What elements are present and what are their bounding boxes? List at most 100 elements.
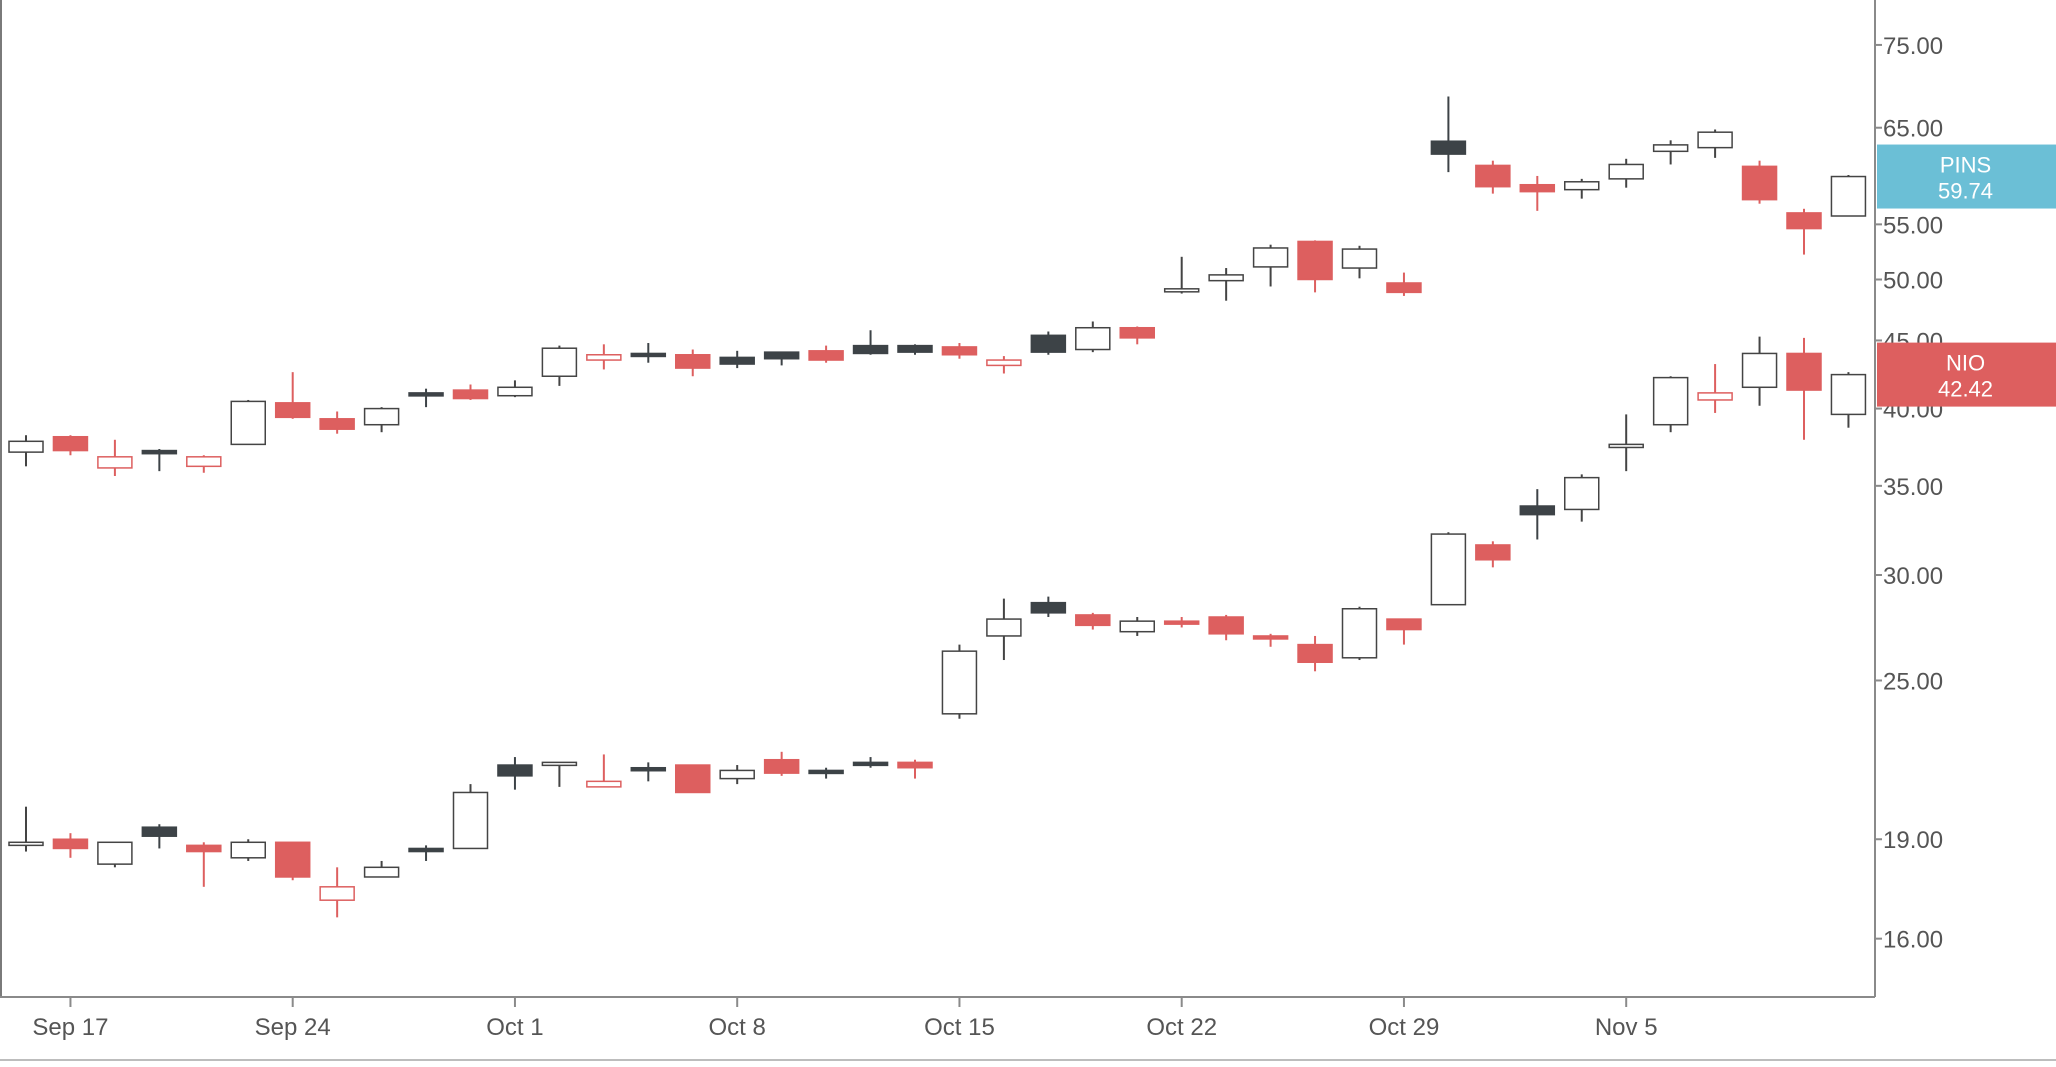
pins-candle (897, 344, 933, 355)
pins-candle (675, 349, 711, 377)
nio-candle (1119, 616, 1155, 636)
pins-candle-body (1208, 274, 1244, 282)
nio-candle (986, 598, 1022, 661)
pins-candle-body (274, 402, 311, 419)
nio-candle-body (1652, 376, 1689, 426)
pins-candle (1208, 268, 1244, 301)
nio-candle (452, 784, 489, 850)
pins-candle-body (897, 344, 933, 353)
nio-candle-body (1741, 352, 1778, 389)
x-tick-label: Oct 15 (924, 1014, 995, 1041)
nio-candle-body (630, 766, 667, 772)
nio-candle (1163, 616, 1200, 628)
nio-candle (808, 767, 844, 779)
nio-candle-body (1697, 392, 1733, 401)
nio-candle-body (852, 761, 889, 767)
pins-candle-body (719, 356, 755, 365)
nio-candle (1475, 541, 1511, 568)
nio-candle (1252, 633, 1289, 647)
pins-price-label-bg (1877, 144, 2056, 209)
pins-candle (1119, 326, 1155, 345)
nio-candle-body (141, 826, 178, 837)
pins-candle (408, 388, 444, 408)
nio-candle-body (52, 838, 89, 850)
pins-candle-body (1519, 183, 1556, 193)
nio-candle-body (186, 844, 222, 853)
pins-candle (941, 343, 978, 359)
pins-candle (186, 455, 222, 473)
pins-candle (1564, 178, 1600, 199)
pins-candle (1075, 321, 1111, 353)
nio-candle (1341, 606, 1378, 661)
pins-price-label-name: PINS (1940, 153, 1991, 178)
pins-candle-body (763, 351, 800, 360)
nio-candle-body (97, 841, 133, 865)
pins-candle-body (1341, 248, 1378, 269)
pins-candle (586, 344, 622, 370)
nio-candle-body (1297, 643, 1333, 664)
nio-candle (1652, 376, 1689, 433)
pins-candle-body (230, 400, 266, 446)
nio-candle-body (1386, 618, 1422, 631)
nio-candle-body (1830, 373, 1867, 416)
nio-candle (897, 759, 933, 779)
nio-candle-body (319, 886, 355, 901)
pins-candle-body (1297, 240, 1333, 281)
pins-candle-body (186, 456, 222, 468)
nio-candle (852, 757, 889, 768)
pins-candle (763, 351, 800, 366)
pins-candle-body (319, 418, 355, 430)
pins-candle (986, 356, 1022, 374)
nio-price-label-value: 42.42 (1938, 377, 1993, 402)
pins-candle-body (1163, 288, 1200, 293)
y-tick-label: 19.00 (1883, 827, 1943, 854)
nio-candle (763, 751, 800, 776)
y-tick-label: 75.00 (1883, 33, 1943, 60)
pins-candle (1608, 158, 1644, 188)
nio-candle-body (230, 841, 266, 859)
nio-candle (363, 860, 400, 878)
nio-candle-body (808, 769, 844, 775)
x-tick-label: Oct 1 (486, 1014, 543, 1041)
pins-candle (452, 384, 489, 400)
nio-candle-body (1519, 505, 1556, 516)
pins-candle (1652, 140, 1689, 165)
pins-candle-body (1075, 326, 1111, 351)
pins-candle-body (675, 354, 711, 369)
x-tick-label: Oct 29 (1369, 1014, 1440, 1041)
nio-candle (230, 839, 266, 861)
pins-candle-body (630, 352, 667, 358)
y-tick-label: 65.00 (1883, 116, 1943, 143)
nio-candle-body (1608, 443, 1644, 449)
pins-candle-body (1030, 334, 1067, 353)
pins-candle (1252, 244, 1289, 287)
pins-candle-body (986, 359, 1022, 367)
nio-candle-body (1119, 620, 1155, 633)
nio-candle-body (1030, 601, 1067, 614)
nio-candle-body (408, 847, 444, 853)
pins-candle (1475, 160, 1511, 194)
pins-candle (274, 372, 311, 419)
nio-candle (1786, 337, 1822, 440)
pins-candle (230, 399, 266, 446)
pins-candle-body (1119, 326, 1155, 339)
nio-candle-body (541, 761, 578, 767)
nio-candle-body (274, 841, 311, 878)
nio-candle (1297, 635, 1333, 672)
pins-candle (1786, 208, 1822, 255)
nio-candle (141, 824, 178, 849)
nio-candle (1430, 532, 1467, 606)
pins-candle (97, 439, 133, 476)
nio-candle-body (1075, 614, 1111, 627)
nio-candle-body (1564, 476, 1600, 511)
nio-candle-body (675, 764, 711, 794)
nio-candle-body (897, 761, 933, 769)
nio-candle (541, 761, 578, 787)
pins-candle-body (1475, 164, 1511, 188)
x-tick-label: Oct 8 (709, 1014, 766, 1041)
pins-candle-body (1430, 140, 1467, 155)
pins-candle-body (1741, 165, 1778, 201)
pins-candle (8, 435, 44, 467)
